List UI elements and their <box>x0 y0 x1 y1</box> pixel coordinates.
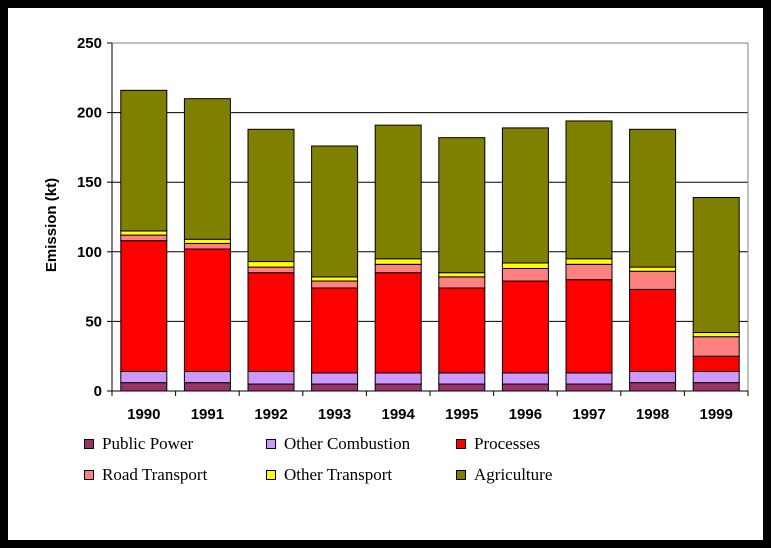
bar-segment-processes <box>120 240 168 373</box>
bar-segment-public-power <box>692 382 740 392</box>
bar-segment-other-transport <box>374 258 422 265</box>
bar-segment-road-transport <box>120 234 168 242</box>
x-tick-label: 1990 <box>127 406 160 423</box>
bar-segment-processes <box>501 280 549 374</box>
stacked-bar-chart: 0 50 100 150 200 250 1990 1991 1992 1993 1994 1995 1… <box>43 35 749 423</box>
y-tick-label: 100 <box>77 244 102 261</box>
x-tick-label: 1993 <box>318 406 351 423</box>
bar-segment-agriculture <box>501 127 549 264</box>
bar-segment-road-transport <box>311 280 359 289</box>
bar-segment-agriculture <box>374 124 422 260</box>
y-tick-label: 0 <box>94 383 102 400</box>
bar-segment-agriculture <box>120 89 168 232</box>
bar-segment-road-transport <box>629 270 677 290</box>
bar-segment-agriculture <box>438 137 486 274</box>
y-tick-label: 50 <box>85 313 102 330</box>
bar-segment-other-transport <box>120 230 168 236</box>
bar-segment-public-power <box>311 383 359 392</box>
chart-frame: 0 50 100 150 200 250 1990 1991 1992 1993 1994 1995 1… <box>8 8 763 540</box>
bar-segment-other-transport <box>247 261 295 268</box>
bar-segment-agriculture <box>311 145 359 278</box>
bar-segment-other-combustion <box>692 371 740 384</box>
bar-segment-public-power <box>374 383 422 392</box>
bar-segment-other-combustion <box>183 371 231 384</box>
bar-segment-other-combustion <box>311 372 359 385</box>
bar-segment-agriculture <box>692 197 740 334</box>
bar-segment-processes <box>692 355 740 373</box>
bar-segment-other-combustion <box>629 371 677 384</box>
x-tick-label: 1992 <box>254 406 287 423</box>
y-tick-label: 150 <box>77 174 102 191</box>
bar-segment-other-combustion <box>374 372 422 385</box>
bar-segment-processes <box>183 248 231 373</box>
bar-segment-other-transport <box>438 272 486 278</box>
bar-segment-public-power <box>438 383 486 392</box>
bar-segment-road-transport <box>501 268 549 282</box>
bar-segment-agriculture <box>629 128 677 268</box>
bar-segment-processes <box>247 272 295 373</box>
bar-segment-road-transport <box>183 242 231 250</box>
bar-segment-processes <box>311 287 359 374</box>
x-tick-label: 1996 <box>509 406 542 423</box>
x-tick-label: 1995 <box>445 406 478 423</box>
bar-segment-processes <box>438 287 486 374</box>
bar-segment-agriculture <box>247 128 295 263</box>
bar-segment-other-transport <box>565 258 613 265</box>
bar-segment-road-transport <box>247 266 295 274</box>
bar-segment-road-transport <box>374 263 422 274</box>
bars <box>120 89 740 392</box>
bar-segment-road-transport <box>438 276 486 289</box>
x-tick-label: 1999 <box>700 406 733 423</box>
bar-segment-other-transport <box>501 262 549 270</box>
bar-segment-other-transport <box>692 332 740 338</box>
bar-segment-other-transport <box>183 238 231 244</box>
y-tick-label: 250 <box>77 35 102 52</box>
bar-segment-other-combustion <box>120 371 168 384</box>
x-tick-label: 1998 <box>636 406 669 423</box>
bar-segment-processes <box>374 272 422 374</box>
bar-segment-road-transport <box>565 263 613 281</box>
bar-segment-public-power <box>629 382 677 392</box>
bar-segment-processes <box>565 279 613 374</box>
bar-segment-public-power <box>183 382 231 392</box>
bar-segment-road-transport <box>692 336 740 357</box>
axes: 0 50 100 150 200 250 1990 1991 1992 1993 1994 1995 1… <box>77 35 749 423</box>
y-tick-label: 200 <box>77 105 102 122</box>
bar-segment-public-power <box>501 383 549 392</box>
y-axis-label: Emission (kt) <box>43 178 60 272</box>
x-tick-label: 1994 <box>382 406 416 423</box>
x-tick-label: 1991 <box>191 406 224 423</box>
bar-segment-other-transport <box>629 266 677 272</box>
bar-segment-public-power <box>247 383 295 392</box>
bar-segment-public-power <box>565 383 613 392</box>
x-tick-label: 1997 <box>572 406 605 423</box>
bar-segment-other-combustion <box>565 372 613 385</box>
bar-segment-other-combustion <box>247 371 295 385</box>
bar-segment-other-combustion <box>438 372 486 385</box>
bar-segment-public-power <box>120 382 168 392</box>
bar-segment-other-combustion <box>501 372 549 385</box>
bar-segment-agriculture <box>565 120 613 260</box>
bar-segment-processes <box>629 288 677 373</box>
bar-segment-agriculture <box>183 98 231 240</box>
bar-segment-other-transport <box>311 276 359 282</box>
